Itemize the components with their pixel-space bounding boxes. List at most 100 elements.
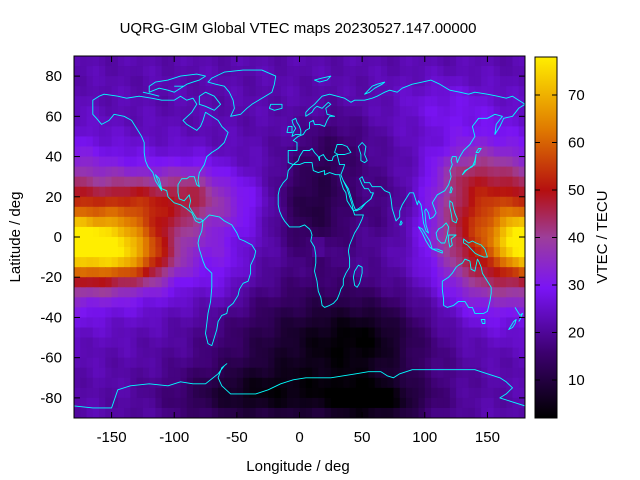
heatmap-cell [111, 367, 119, 379]
heatmap-cell [149, 317, 157, 329]
heatmap-cell [80, 126, 88, 138]
heatmap-cell [130, 106, 138, 117]
heatmap-cell [343, 337, 351, 349]
heatmap-cell [186, 277, 194, 288]
heatmap-cell [305, 206, 313, 218]
heatmap-cell [180, 277, 188, 288]
heatmap-cell [236, 176, 244, 188]
heatmap-cell [105, 196, 113, 208]
heatmap-cell [111, 237, 119, 248]
heatmap-cell [443, 206, 451, 218]
heatmap-cell [286, 56, 294, 67]
heatmap-cell [255, 196, 263, 208]
heatmap-cell [193, 166, 200, 178]
heatmap-cell [111, 146, 119, 158]
heatmap-cell [243, 277, 250, 288]
heatmap-cell [293, 377, 301, 389]
heatmap-cell [136, 357, 144, 369]
heatmap-cell [261, 216, 269, 228]
heatmap-cell [274, 86, 282, 97]
heatmap-cell [487, 337, 495, 349]
heatmap-cell [462, 337, 470, 349]
heatmap-cell [474, 307, 482, 319]
heatmap-cell [261, 337, 269, 349]
heatmap-cell [105, 86, 113, 97]
heatmap-cell [431, 267, 438, 278]
heatmap-cell [499, 206, 507, 218]
heatmap-cell [424, 297, 432, 308]
heatmap-cell [349, 226, 357, 238]
heatmap-cell [130, 287, 138, 298]
heatmap-cell [355, 206, 363, 218]
heatmap-cell [399, 176, 407, 188]
heatmap-cell [443, 317, 451, 329]
heatmap-cell [74, 226, 81, 238]
heatmap-cell [318, 317, 326, 329]
heatmap-cell [130, 337, 138, 349]
heatmap-cell [205, 166, 213, 178]
heatmap-cell [493, 397, 501, 409]
heatmap-cell [161, 156, 169, 168]
heatmap-cell [324, 76, 332, 87]
heatmap-cell [362, 86, 369, 97]
heatmap-cell [449, 116, 457, 127]
heatmap-cell [180, 186, 188, 198]
heatmap-cell [149, 247, 157, 258]
heatmap-cell [255, 287, 263, 298]
heatmap-cell [99, 216, 106, 228]
heatmap-cell [255, 136, 263, 148]
heatmap-cell [86, 407, 94, 418]
heatmap-cell [487, 237, 495, 248]
heatmap-cell [243, 337, 250, 349]
heatmap-cell [167, 56, 175, 67]
heatmap-cell [293, 126, 301, 138]
heatmap-cell [299, 327, 307, 339]
heatmap-cell [305, 277, 313, 288]
heatmap-cell [92, 387, 100, 399]
heatmap-cell [136, 116, 144, 127]
heatmap-cell [462, 267, 470, 278]
heatmap-cell [393, 136, 401, 148]
heatmap-cell [105, 337, 113, 349]
heatmap-cell [449, 216, 457, 228]
heatmap-cell [418, 156, 426, 168]
heatmap-cell [86, 106, 94, 117]
heatmap-cell [180, 327, 188, 339]
heatmap-cell [443, 186, 451, 198]
heatmap-cell [431, 166, 438, 178]
heatmap-cell [92, 146, 100, 158]
heatmap-cell [449, 307, 457, 319]
heatmap-cell [205, 206, 213, 218]
heatmap-cell [312, 377, 319, 389]
heatmap-cell [412, 317, 420, 329]
heatmap-cell [324, 367, 332, 379]
heatmap-cell [324, 106, 332, 117]
heatmap-cell [286, 367, 294, 379]
heatmap-cell [255, 327, 263, 339]
heatmap-cell [405, 377, 413, 389]
heatmap-cell [418, 126, 426, 138]
heatmap-cell [393, 156, 401, 168]
heatmap-cell [343, 347, 351, 359]
heatmap-cell [468, 156, 476, 168]
heatmap-cell [174, 216, 182, 228]
heatmap-cell [130, 116, 138, 127]
heatmap-cell [261, 76, 269, 87]
heatmap-cell [299, 66, 307, 77]
heatmap-cell [255, 277, 263, 288]
heatmap-cell [518, 136, 525, 148]
heatmap-cell [405, 146, 413, 158]
heatmap-cell [468, 347, 476, 359]
heatmap-cell [487, 136, 495, 148]
heatmap-cell [330, 397, 338, 409]
heatmap-cell [318, 216, 326, 228]
heatmap-cell [286, 347, 294, 359]
heatmap-cell [380, 297, 388, 308]
heatmap-cell [387, 377, 395, 389]
heatmap-cell [462, 196, 470, 208]
heatmap-cell [443, 116, 451, 127]
heatmap-cell [418, 407, 426, 418]
heatmap-cell [161, 186, 169, 198]
heatmap-cell [230, 96, 238, 107]
heatmap-cell [481, 277, 489, 288]
